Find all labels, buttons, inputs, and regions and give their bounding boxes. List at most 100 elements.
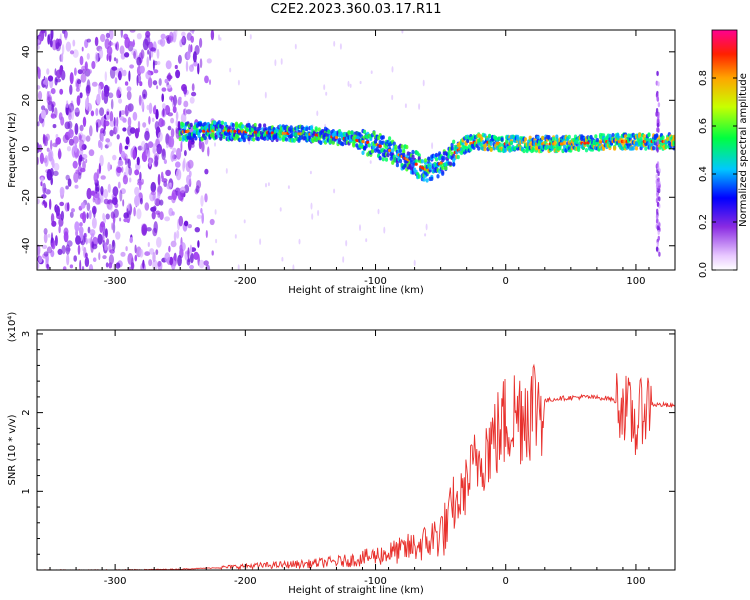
- noise-blob: [74, 67, 77, 76]
- noise-blob: [186, 50, 191, 60]
- noise-blob: [234, 234, 237, 239]
- noise-blob: [159, 38, 166, 47]
- noise-blob: [129, 177, 132, 183]
- noise-blob: [113, 117, 116, 127]
- noise-blob: [63, 227, 69, 236]
- snr-xlabel: Height of straight line (km): [288, 585, 424, 596]
- noise-blob: [100, 175, 106, 180]
- noise-blob: [214, 142, 216, 147]
- noise-blob: [147, 242, 150, 247]
- noise-blob: [128, 70, 131, 82]
- ridge-blob: [319, 140, 323, 145]
- noise-blob: [120, 150, 126, 159]
- noise-blob: [73, 255, 77, 262]
- noise-blob: [137, 120, 141, 130]
- noise-blob: [218, 34, 220, 41]
- ridge-blob: [327, 129, 331, 135]
- noise-blob: [180, 190, 186, 198]
- noise-blob: [104, 228, 108, 239]
- ridge-blob: [248, 130, 253, 136]
- ridge-blob: [577, 145, 581, 151]
- ridge-blob: [666, 136, 670, 141]
- spike-blob: [656, 225, 660, 231]
- noise-blob: [98, 48, 104, 59]
- noise-blob: [49, 198, 52, 210]
- noise-blob: [116, 134, 120, 140]
- noise-blob: [177, 254, 182, 267]
- noise-blob: [37, 44, 40, 51]
- noise-blob: [68, 112, 72, 121]
- ridge-blob: [672, 146, 675, 151]
- ridge-blob: [364, 144, 368, 149]
- noise-blob: [123, 218, 129, 223]
- noise-blob: [431, 142, 434, 150]
- noise-blob: [418, 103, 421, 110]
- noise-blob: [325, 91, 328, 96]
- noise-blob: [65, 103, 69, 108]
- noise-blob: [74, 221, 80, 232]
- ridge-blob: [644, 146, 648, 151]
- noise-blob: [173, 231, 177, 242]
- noise-blob: [96, 93, 101, 105]
- noise-blob: [147, 77, 153, 89]
- noise-blob: [61, 245, 66, 255]
- noise-blob: [110, 98, 114, 110]
- noise-blob: [404, 103, 407, 108]
- ridge-blob: [444, 166, 448, 171]
- noise-blob: [69, 264, 74, 269]
- noise-blob: [116, 89, 121, 99]
- ridge-blob: [367, 143, 371, 148]
- spike-blob: [658, 251, 661, 257]
- ridge-blob: [411, 149, 415, 155]
- noise-blob: [183, 108, 186, 115]
- noise-blob: [67, 120, 73, 130]
- noise-blob: [141, 178, 145, 185]
- noise-blob: [80, 73, 87, 83]
- ridge-blob: [672, 136, 675, 141]
- spike-blob: [657, 235, 660, 241]
- spike-blob: [655, 146, 659, 152]
- noise-blob: [50, 112, 55, 119]
- noise-blob: [94, 183, 98, 195]
- noise-blob: [124, 52, 130, 58]
- ridge-blob: [352, 143, 356, 148]
- noise-blob: [168, 245, 171, 253]
- noise-blob: [193, 60, 198, 67]
- noise-blob: [120, 30, 123, 38]
- noise-blob: [298, 238, 301, 245]
- noise-blob: [40, 177, 44, 182]
- noise-blob: [105, 138, 111, 143]
- noise-blob: [105, 262, 109, 268]
- noise-blob: [37, 262, 40, 269]
- noise-blob: [140, 49, 145, 60]
- snr-ylabel: SNR (10 * v/v): [7, 414, 18, 485]
- noise-blob: [93, 172, 99, 183]
- noise-blob: [122, 117, 127, 123]
- noise-blob: [113, 57, 117, 62]
- ridge-peak: [378, 144, 382, 148]
- noise-blob: [323, 84, 326, 91]
- noise-blob: [154, 155, 159, 167]
- noise-blob: [174, 64, 178, 70]
- noise-blob: [127, 202, 131, 212]
- noise-blob: [184, 184, 190, 194]
- noise-blob: [54, 68, 57, 76]
- noise-blob: [86, 212, 89, 219]
- noise-blob: [383, 226, 386, 234]
- ridge-blob: [523, 137, 528, 142]
- colorbar: 0.0 0.2 0.4 0.6 0.8 Normalized spectral ampl…: [698, 29, 749, 278]
- y-tick-label: 0: [21, 146, 32, 152]
- noise-blob: [122, 127, 127, 132]
- noise-blob: [38, 255, 43, 264]
- ridge-peak: [414, 162, 418, 166]
- noise-blob: [73, 172, 79, 183]
- noise-blob: [103, 93, 109, 104]
- noise-blob: [57, 248, 63, 255]
- noise-blob: [126, 90, 132, 101]
- ridge-blob: [292, 138, 296, 143]
- noise-blob: [119, 45, 125, 55]
- noise-blob: [172, 105, 177, 114]
- noise-blob: [41, 194, 47, 199]
- noise-blob: [125, 136, 130, 145]
